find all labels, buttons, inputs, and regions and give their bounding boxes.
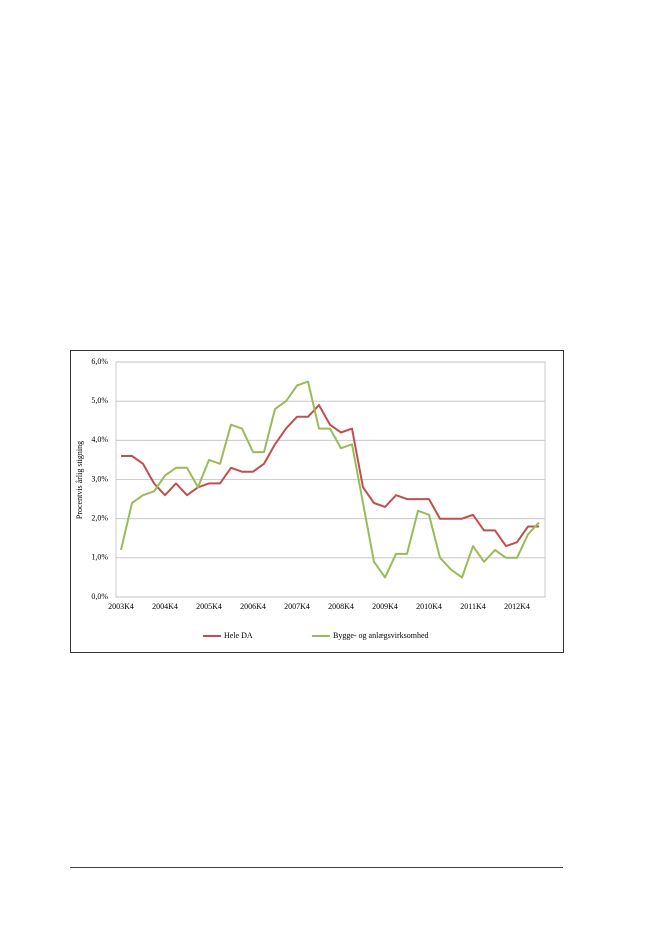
x-tick-label: 2004K4 <box>152 602 178 611</box>
y-tick-label: 4,0% <box>91 435 108 444</box>
x-tick-label: 2009K4 <box>372 602 398 611</box>
x-tick-label: 2010K4 <box>416 602 442 611</box>
x-tick-label: 2003K4 <box>108 602 134 611</box>
y-tick-label: 0,0% <box>91 592 108 601</box>
y-tick-label: 5,0% <box>91 396 108 405</box>
x-tick-label: 2008K4 <box>328 602 354 611</box>
x-tick-label: 2012K4 <box>504 602 530 611</box>
series-line <box>121 404 539 548</box>
x-tick-label: 2005K4 <box>196 602 222 611</box>
x-tick-label: 2006K4 <box>240 602 266 611</box>
series-line <box>120 380 540 579</box>
y-tick-label: 6,0% <box>91 357 108 366</box>
y-tick-label: 1,0% <box>91 553 108 562</box>
chart-frame <box>70 350 564 653</box>
legend-label: Bygge- og anlægsvirksomhed <box>333 631 429 640</box>
y-tick-label: 3,0% <box>91 474 108 483</box>
y-axis-label: Procentvis årlig stigning <box>75 441 84 519</box>
y-tick-label: 2,0% <box>91 513 108 522</box>
x-tick-label: 2011K4 <box>460 602 485 611</box>
x-tick-label: 2007K4 <box>284 602 310 611</box>
legend-label: Hele DA <box>224 631 253 640</box>
